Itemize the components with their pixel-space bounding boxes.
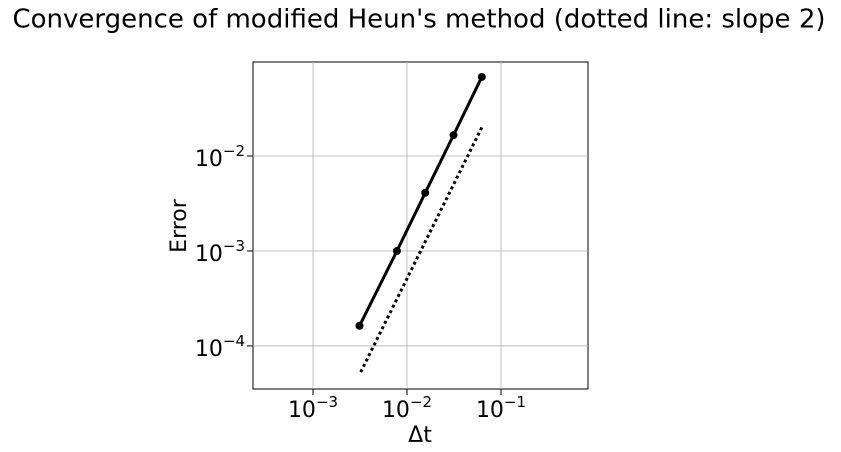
x-tick-label: 10−3	[288, 393, 338, 424]
y-tick-label: 10−4	[195, 331, 245, 362]
chart-title: Convergence of modified Heun's method (d…	[12, 5, 825, 35]
y-tick-label: 10−2	[195, 142, 245, 173]
x-axis-label: Δt	[408, 423, 432, 448]
x-tick-label: 10−2	[382, 393, 432, 424]
x-tick-label: 10−1	[476, 393, 526, 424]
y-tick-label: 10−3	[195, 236, 245, 267]
data-point	[477, 72, 486, 81]
data-point	[392, 246, 401, 255]
data-point	[355, 321, 364, 330]
error-line	[358, 76, 484, 327]
plot-frame	[252, 61, 589, 390]
grid	[253, 62, 588, 389]
y-axis-label: Error	[167, 198, 192, 253]
data-point	[421, 188, 430, 197]
reference-line	[358, 126, 484, 376]
data-point	[449, 131, 458, 140]
